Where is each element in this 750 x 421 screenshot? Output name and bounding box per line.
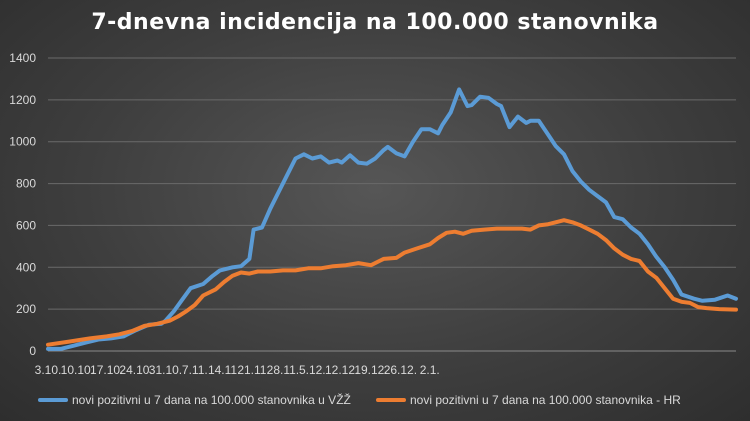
x-tick-label: 26.12. xyxy=(384,363,417,377)
y-tick-label: 200 xyxy=(16,302,36,316)
x-tick-label: 12.12. xyxy=(325,363,358,377)
y-tick-label: 600 xyxy=(16,218,36,232)
y-tick-label: 400 xyxy=(16,260,36,274)
series-line-1 xyxy=(46,87,738,351)
x-tick-label: 28.11. xyxy=(267,363,299,377)
y-tick-label: 1200 xyxy=(9,93,36,107)
legend-label-1: novi pozitivni u 7 dana na 100.000 stano… xyxy=(72,392,351,407)
chart-title: 7-dnevna incidencija na 100.000 stanovni… xyxy=(91,10,659,35)
x-tick-label: 10.10. xyxy=(61,363,94,377)
y-tick-label: 800 xyxy=(16,177,36,191)
x-tick-label: 2.1. xyxy=(420,363,440,377)
x-tick-label: 14.11. xyxy=(208,363,240,377)
x-tick-label: 24.10. xyxy=(119,363,152,377)
x-tick-label: 7.11. xyxy=(182,363,208,377)
y-tick-label: 0 xyxy=(29,344,36,358)
x-tick-label: 17.10. xyxy=(90,363,123,377)
legend-label-2: novi pozitivni u 7 dana na 100.000 stano… xyxy=(410,393,681,407)
y-tick-label: 1000 xyxy=(9,135,36,149)
x-tick-label: 19.12. xyxy=(354,363,387,377)
x-tick-label: 31.10. xyxy=(149,363,182,377)
x-tick-label: 5.12. xyxy=(299,363,326,377)
series-line-2 xyxy=(46,218,738,347)
x-tick-label: 21.11. xyxy=(237,363,269,377)
x-tick-label: 3.10. xyxy=(35,363,62,377)
y-tick-label: 1400 xyxy=(9,51,36,65)
